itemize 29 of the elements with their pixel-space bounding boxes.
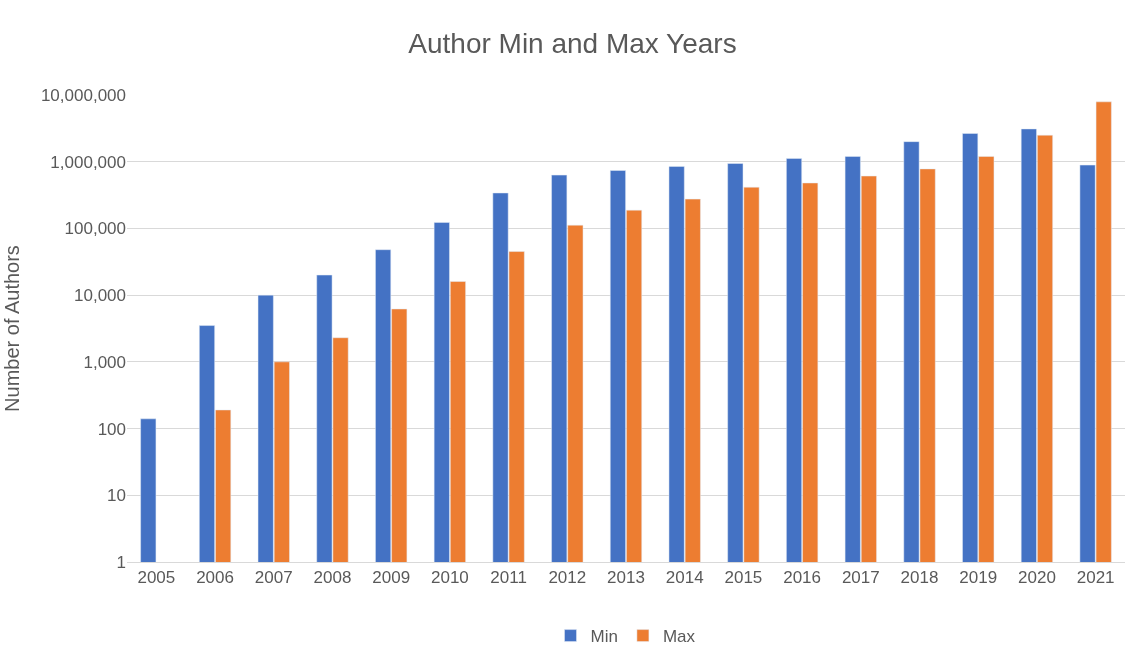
x-tick-label: 2012 bbox=[548, 568, 587, 588]
legend-label: Min bbox=[590, 627, 618, 647]
y-tick-label: 10,000,000 bbox=[40, 85, 126, 105]
x-tick-label: 2019 bbox=[959, 568, 998, 588]
x-tick-label: 2014 bbox=[665, 568, 704, 588]
x-tick-label: 2020 bbox=[1018, 568, 1056, 588]
x-tick-label: 2017 bbox=[841, 568, 880, 588]
y-tick-label: 1,000 bbox=[83, 352, 126, 372]
y-axis-title: Number of Authors bbox=[1, 245, 24, 412]
x-tick-label: 2021 bbox=[1076, 568, 1115, 588]
y-tick-label: 1,000,000 bbox=[50, 152, 126, 172]
x-tick-label: 2009 bbox=[372, 568, 411, 588]
x-tick-label: 2016 bbox=[783, 568, 822, 588]
y-tick-label: 100 bbox=[97, 419, 126, 439]
x-tick-label: 2005 bbox=[137, 568, 176, 588]
y-tick-label: 10,000 bbox=[74, 286, 126, 306]
x-tick-label: 2015 bbox=[724, 568, 763, 588]
y-tick-label: 10 bbox=[107, 486, 126, 506]
x-tick-label: 2006 bbox=[196, 568, 234, 588]
x-tick-label: 2013 bbox=[607, 568, 645, 588]
x-tick-label: 2018 bbox=[900, 568, 939, 588]
chart-title: Author Min and Max Years bbox=[408, 28, 737, 60]
x-tick-label: 2010 bbox=[430, 568, 469, 588]
legend-label: Max bbox=[662, 627, 696, 647]
y-tick-label: 1 bbox=[116, 552, 126, 572]
x-tick-label: 2007 bbox=[254, 568, 293, 588]
x-tick-label: 2008 bbox=[313, 568, 352, 588]
x-tick-label: 2011 bbox=[490, 568, 527, 588]
y-tick-label: 100,000 bbox=[64, 219, 126, 239]
